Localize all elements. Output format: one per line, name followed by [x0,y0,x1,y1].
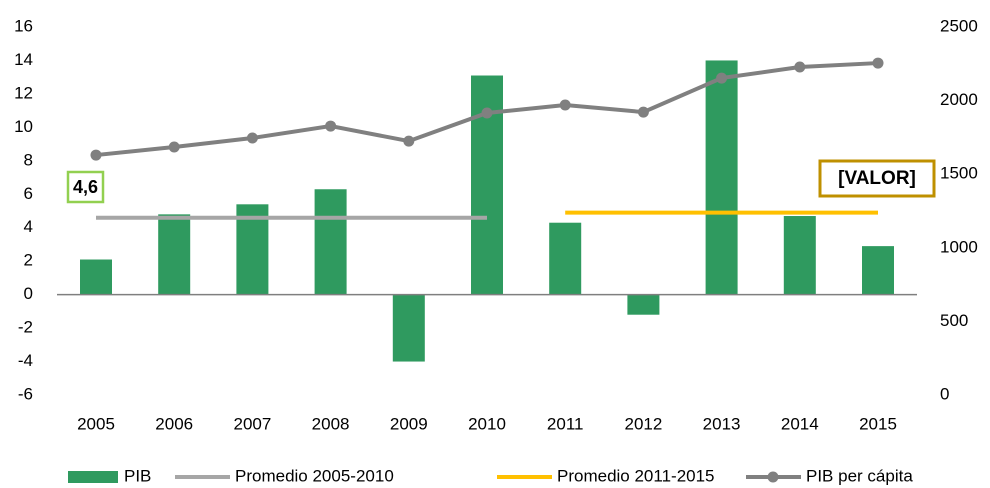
bar [783,216,816,295]
y-tick-label: 8 [24,150,33,169]
bar [158,214,191,295]
marker [794,61,806,73]
x-tick-label: 2005 [77,414,115,433]
y2-tick-label: 1500 [940,164,978,183]
y-tick-label: 14 [14,50,33,69]
marker [403,135,415,147]
marker [872,57,884,69]
marker [246,132,258,144]
legend-swatch [68,471,118,483]
bar [314,189,347,295]
y2-tick-label: 500 [940,311,968,330]
y-tick-label: 16 [14,16,33,35]
y-tick-label: -2 [18,318,33,337]
annotation: [VALOR] [838,168,916,189]
x-tick-label: 2013 [703,414,741,433]
legend-label: PIB [124,466,151,485]
marker [637,106,649,118]
y2-tick-label: 0 [940,384,949,403]
marker [716,72,728,84]
y2-tick-label: 2500 [940,16,978,35]
legend-label: Promedio 2005-2010 [235,466,394,485]
bar [80,259,112,295]
y-tick-label: 12 [14,83,33,102]
bar [392,294,425,362]
x-tick-label: 2011 [547,414,584,433]
y-tick-label: 0 [24,284,33,303]
marker [168,141,180,153]
bar [862,246,894,295]
y-tick-label: 10 [14,117,33,136]
marker [90,149,102,161]
y2-tick-label: 2000 [940,90,978,109]
bar [549,222,582,295]
legend-label: PIB per cápita [806,466,913,485]
legend-marker [767,471,779,483]
x-tick-label: 2008 [312,414,350,433]
marker [481,107,493,119]
data-label: 4,6 [73,177,98,197]
x-tick-label: 2006 [155,414,193,433]
y-tick-label: -4 [18,351,33,370]
y-tick-label: -6 [18,384,33,403]
marker [559,99,571,111]
x-tick-label: 2014 [781,414,819,433]
legend-label: Promedio 2011-2015 [557,466,715,485]
y2-tick-label: 1000 [940,237,978,256]
bar [627,294,660,315]
y-tick-label: 6 [24,184,33,203]
annotation-box [818,159,936,198]
x-tick-label: 2009 [390,414,428,433]
x-tick-label: 2012 [624,414,662,433]
x-tick-label: 2007 [233,414,271,433]
bar [705,60,738,295]
x-tick-label: 2015 [859,414,897,433]
data-label-box [66,170,105,204]
y-tick-label: 2 [24,251,33,270]
marker [325,120,337,132]
x-tick-label: 2010 [468,414,506,433]
y-tick-label: 4 [24,217,33,236]
